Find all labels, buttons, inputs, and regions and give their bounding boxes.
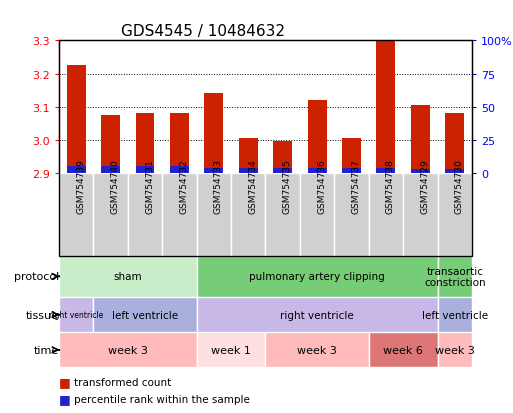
Bar (273, 142, 292, 173)
Text: GSM754735: GSM754735 (283, 159, 292, 213)
Text: sham: sham (113, 272, 142, 282)
Text: GSM754734: GSM754734 (248, 159, 258, 213)
Bar (369, 173, 403, 256)
Bar (377, 168, 396, 173)
Bar (308, 168, 327, 173)
Bar (196, 332, 266, 368)
Text: GSM754740: GSM754740 (111, 159, 120, 213)
Text: left ventricle: left ventricle (112, 310, 178, 320)
Text: GSM754737: GSM754737 (351, 159, 361, 213)
Text: week 1: week 1 (211, 345, 251, 355)
Bar (438, 332, 472, 368)
Text: GSM754731: GSM754731 (145, 159, 154, 213)
Bar (438, 173, 472, 256)
Text: percentile rank within the sample: percentile rank within the sample (74, 394, 250, 404)
Bar (403, 173, 438, 256)
Bar (196, 297, 438, 332)
Text: tissue: tissue (26, 310, 59, 320)
Bar (265, 173, 300, 256)
Text: protocol: protocol (14, 272, 59, 282)
Bar (342, 139, 361, 173)
Text: right ventricle: right ventricle (49, 311, 104, 319)
Text: GSM754730: GSM754730 (455, 159, 464, 213)
Bar (128, 173, 162, 256)
Text: GSM754739: GSM754739 (76, 159, 85, 213)
Text: week 3: week 3 (108, 345, 148, 355)
Bar (67, 66, 86, 173)
Text: GSM754732: GSM754732 (180, 159, 188, 213)
Bar (170, 167, 189, 173)
Text: week 3: week 3 (435, 345, 475, 355)
Bar (231, 173, 266, 256)
Bar (273, 168, 292, 173)
Text: left ventricle: left ventricle (422, 310, 488, 320)
Bar (93, 173, 128, 256)
Text: week 6: week 6 (383, 345, 423, 355)
Bar (369, 332, 438, 368)
Bar (300, 173, 334, 256)
Text: week 3: week 3 (297, 345, 337, 355)
Bar (135, 167, 154, 173)
Bar (59, 256, 196, 297)
Bar (445, 169, 464, 173)
Bar (204, 168, 223, 173)
Text: right ventricle: right ventricle (280, 310, 354, 320)
Bar (342, 168, 361, 173)
Bar (101, 116, 120, 173)
Bar (93, 297, 196, 332)
Bar (445, 113, 464, 173)
Bar (196, 256, 438, 297)
Bar (411, 169, 430, 173)
Bar (411, 106, 430, 173)
Text: ■: ■ (59, 392, 71, 405)
Bar (196, 173, 231, 256)
Text: time: time (34, 345, 59, 355)
Bar (59, 332, 196, 368)
Text: GSM754738: GSM754738 (386, 159, 395, 213)
Text: GSM754729: GSM754729 (420, 159, 429, 213)
Bar (59, 297, 93, 332)
Bar (377, 41, 396, 173)
Bar (59, 173, 93, 256)
Bar (239, 139, 258, 173)
Bar (239, 168, 258, 173)
Text: GSM754733: GSM754733 (214, 159, 223, 213)
Text: pulmonary artery clipping: pulmonary artery clipping (249, 272, 385, 282)
Bar (170, 114, 189, 173)
Bar (438, 297, 472, 332)
Text: transformed count: transformed count (74, 377, 172, 387)
Bar (162, 173, 196, 256)
Bar (438, 256, 472, 297)
Text: GSM754736: GSM754736 (317, 159, 326, 213)
Bar (334, 173, 369, 256)
Bar (308, 101, 327, 173)
Text: GDS4545 / 10484632: GDS4545 / 10484632 (121, 24, 285, 39)
Text: ■: ■ (59, 375, 71, 389)
Bar (265, 332, 369, 368)
Text: transaortic
constriction: transaortic constriction (424, 266, 486, 287)
Bar (135, 114, 154, 173)
Bar (101, 167, 120, 173)
Bar (204, 94, 223, 173)
Bar (67, 167, 86, 173)
